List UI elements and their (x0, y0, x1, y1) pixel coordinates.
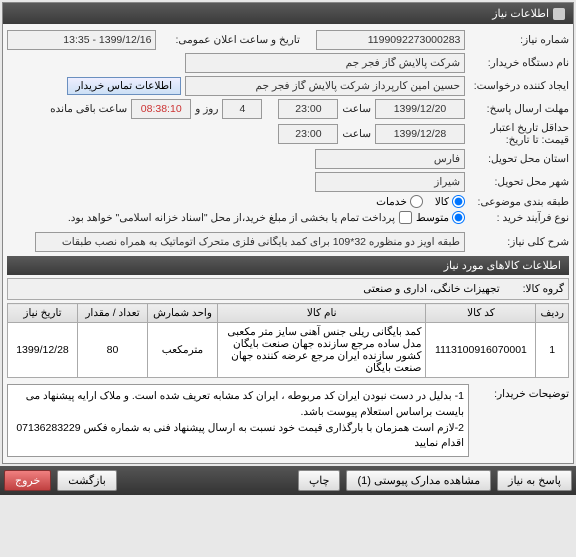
bottom-actions-bar: پاسخ به نیاز مشاهده مدارک پیوستی (1) چاپ… (0, 466, 576, 495)
budget-cat-services-radio[interactable] (410, 195, 423, 208)
budget-cat-goods-option[interactable]: کالا (435, 195, 465, 208)
attachments-button[interactable]: مشاهده مدارک پیوستی (1) (346, 470, 491, 491)
buyer-field (185, 53, 465, 73)
cell-qty: 80 (78, 323, 148, 378)
process-type-label: نوع فرآیند خرید : (469, 212, 569, 224)
budget-cat-goods-radio[interactable] (452, 195, 465, 208)
public-date-field (7, 30, 156, 50)
validity-label: حداقل تاریخ اعتبار قیمت: تا تاریخ: (469, 122, 569, 146)
days-remaining-field (222, 99, 262, 119)
exit-button[interactable]: خروج (4, 470, 51, 491)
process-type-medium-radio[interactable] (452, 211, 465, 224)
items-header: اطلاعات کالاهای مورد نیاز (7, 256, 569, 275)
cell-code: 1113100916070001 (426, 323, 536, 378)
need-no-label: شماره نیاز: (469, 34, 569, 46)
buyer-label: نام دستگاه خریدار: (469, 57, 569, 69)
time-remaining-field (131, 99, 191, 119)
cell-name: کمد بایگانی ریلی جنس آهنی سایز متر مکعبی… (218, 323, 426, 378)
items-table: ردیف کد کالا نام کالا واحد شمارش تعداد /… (7, 303, 569, 378)
col-row: ردیف (536, 304, 569, 323)
panel-title: اطلاعات نیاز (492, 7, 549, 20)
deadline-label: مهلت ارسال پاسخ: (469, 103, 569, 115)
col-date: تاریخ نیاز (8, 304, 78, 323)
col-qty: تعداد / مقدار (78, 304, 148, 323)
need-no-field (316, 30, 465, 50)
deadline-time-field (278, 99, 338, 119)
city-field (315, 172, 465, 192)
buyer-desc-label: توضیحات خریدار: (469, 384, 569, 457)
answer-button[interactable]: پاسخ به نیاز (497, 470, 572, 491)
col-code: کد کالا (426, 304, 536, 323)
process-type-medium-option[interactable]: متوسط (416, 211, 465, 224)
need-title-field (35, 232, 465, 252)
col-name: نام کالا (218, 304, 426, 323)
group-value: تجهیزات خانگی، اداری و صنعتی (363, 283, 499, 295)
group-label: گروه کالا: (523, 283, 564, 295)
panel-header: اطلاعات نیاز (3, 3, 573, 24)
title-label: شرح کلی نیاز: (469, 236, 569, 248)
creator-label: ایجاد کننده درخواست: (469, 80, 569, 92)
province-label: استان محل تحویل: (469, 153, 569, 165)
payment-note-checkbox[interactable] (399, 211, 412, 224)
validity-time-field (278, 124, 338, 144)
buyer-desc-body: 1- بدلیل در دست نبودن ایران کد مربوطه ، … (7, 384, 469, 457)
process-type-group: متوسط (416, 211, 465, 224)
creator-field (185, 76, 465, 96)
city-label: شهر محل تحویل: (469, 176, 569, 188)
budget-cat-services-option[interactable]: خدمات (376, 195, 423, 208)
deadline-date-field (375, 99, 465, 119)
days-label: روز و (195, 103, 218, 115)
table-row[interactable]: 1 1113100916070001 کمد بایگانی ریلی جنس … (8, 323, 569, 378)
cell-unit: مترمکعب (148, 323, 218, 378)
print-button[interactable]: چاپ (298, 470, 341, 491)
buyer-desc-line-2: 2-لازم است همزمان با بارگذاری قیمت خود ن… (12, 421, 464, 453)
time-label-1: ساعت (342, 103, 371, 115)
back-button[interactable]: بازگشت (57, 470, 117, 491)
buyer-desc-line-1: 1- بدلیل در دست نبودن ایران کد مربوطه ، … (12, 389, 464, 421)
remain-label: ساعت باقی مانده (50, 103, 127, 115)
validity-date-field (375, 124, 465, 144)
need-info-panel: اطلاعات نیاز شماره نیاز: تاریخ و ساعت اع… (2, 2, 574, 464)
budget-cat-group: کالا خدمات (376, 195, 465, 208)
cell-row: 1 (536, 323, 569, 378)
payment-note: پرداخت تمام یا بخشی از مبلغ خرید،از محل … (7, 211, 412, 224)
budget-cat-label: طبقه بندی موضوعی: (469, 196, 569, 208)
cell-date: 1399/12/28 (8, 323, 78, 378)
info-icon (553, 8, 565, 20)
public-date-label: تاریخ و ساعت اعلان عمومی: (160, 34, 299, 46)
province-field (315, 149, 465, 169)
col-unit: واحد شمارش (148, 304, 218, 323)
time-label-2: ساعت (342, 128, 371, 140)
contact-buyer-button[interactable]: اطلاعات تماس خریدار (67, 77, 181, 95)
